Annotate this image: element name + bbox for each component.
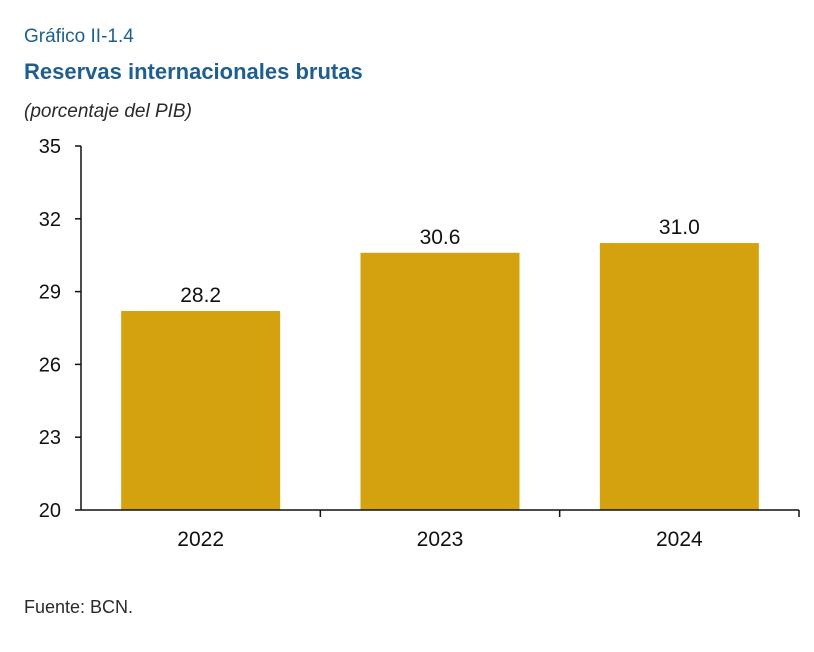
y-tick-label: 35	[39, 136, 61, 158]
source-note: Fuente: BCN.	[24, 597, 134, 617]
y-tick-label: 23	[39, 427, 61, 449]
y-tick-label: 32	[39, 209, 61, 231]
x-tick-label: 2024	[656, 528, 703, 551]
chart-label: Gráfico II-1.4	[24, 26, 134, 47]
bar-2023	[360, 252, 520, 511]
data-label-2022: 28.2	[180, 284, 221, 307]
bar-2024	[599, 243, 759, 511]
x-tick-label: 2022	[177, 528, 224, 551]
chart-title: Reservas internacionales brutas	[24, 59, 363, 84]
chart-subtitle: (porcentaje del PIB)	[24, 101, 192, 122]
y-tick-label: 26	[39, 354, 61, 376]
y-tick-label: 29	[39, 282, 61, 304]
data-label-2024: 31.0	[659, 216, 700, 239]
bar-2022	[121, 311, 281, 510]
data-label-2023: 30.6	[420, 226, 461, 249]
y-tick-label: 20	[39, 500, 61, 522]
x-tick-label: 2023	[417, 528, 464, 551]
